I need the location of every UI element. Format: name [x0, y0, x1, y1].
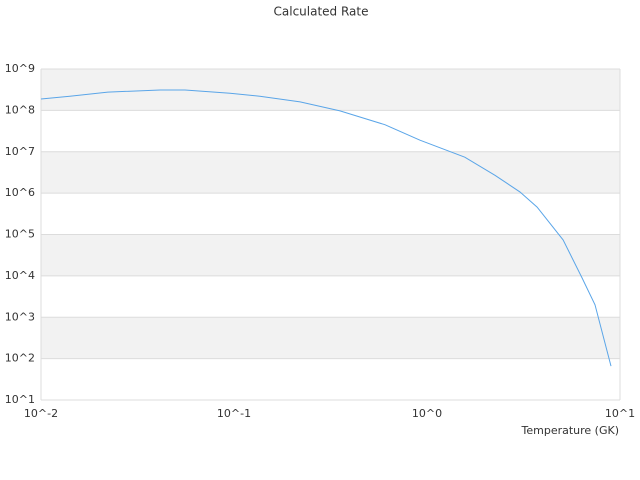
y-tick-label: 10^2 — [5, 352, 35, 365]
y-tick-label: 10^5 — [5, 228, 35, 241]
grid-band — [41, 151, 620, 194]
y-tick-label: 10^6 — [5, 186, 35, 199]
y-tick-label: 10^7 — [5, 145, 35, 158]
grid-band — [41, 317, 620, 359]
y-tick-label: 10^4 — [5, 269, 35, 282]
x-tick-label: 10^-1 — [217, 407, 251, 420]
y-tick-label: 10^8 — [5, 103, 35, 116]
y-tick-label: 10^1 — [5, 393, 35, 406]
chart-title: Calculated Rate — [274, 5, 369, 19]
y-tick-label: 10^3 — [5, 310, 35, 323]
line-series — [40, 89, 612, 367]
x-tick-label: 10^1 — [605, 407, 635, 420]
y-tick-label: 10^9 — [5, 62, 35, 75]
grid-band — [41, 69, 620, 111]
x-tick-label: 10^-2 — [24, 407, 58, 420]
grid-band — [41, 234, 620, 276]
x-axis-label: Temperature (GK) — [521, 424, 620, 437]
x-tick-label: 10^0 — [412, 407, 442, 420]
